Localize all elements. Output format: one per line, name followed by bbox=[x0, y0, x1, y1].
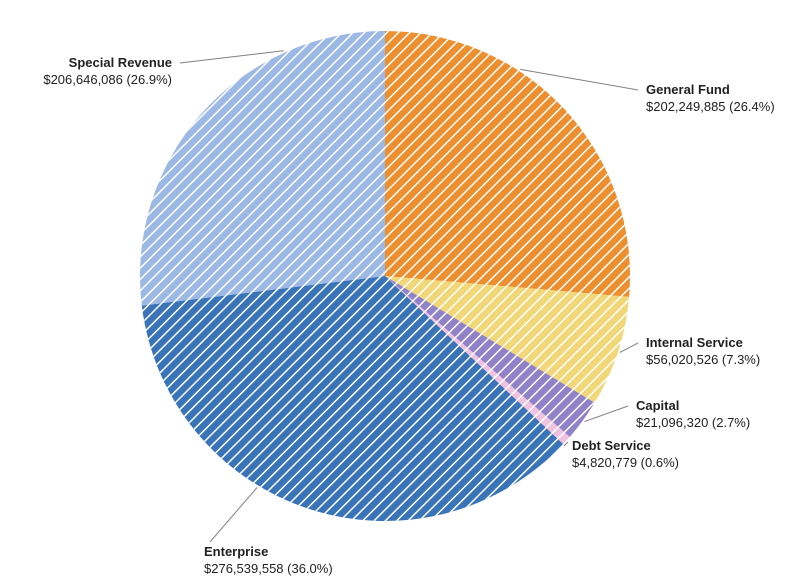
slice-label-value: $56,020,526 (7.3%) bbox=[646, 352, 760, 369]
slice-label-value: $21,096,320 (2.7%) bbox=[636, 415, 750, 432]
slice-label-name: Internal Service bbox=[646, 335, 760, 352]
slice-label-name: Enterprise bbox=[204, 544, 333, 561]
slice-label-name: Capital bbox=[636, 398, 750, 415]
slice-label-value: $206,646,086 (26.9%) bbox=[43, 72, 172, 89]
slice-label-value: $276,539,558 (36.0%) bbox=[204, 561, 333, 578]
slice-label: Debt Service$4,820,779 (0.6%) bbox=[572, 438, 679, 472]
slice-label: General Fund$202,249,885 (26.4%) bbox=[646, 82, 775, 116]
slice-label: Enterprise$276,539,558 (36.0%) bbox=[204, 544, 333, 578]
slice-label-name: Special Revenue bbox=[43, 55, 172, 72]
slice-label-value: $4,820,779 (0.6%) bbox=[572, 455, 679, 472]
pie-chart: General Fund$202,249,885 (26.4%) Internal… bbox=[0, 0, 796, 586]
slice-label: Capital$21,096,320 (2.7%) bbox=[636, 398, 750, 432]
slice-label: Special Revenue$206,646,086 (26.9%) bbox=[43, 55, 172, 89]
slice-label-value: $202,249,885 (26.4%) bbox=[646, 99, 775, 116]
slice-label: Internal Service$56,020,526 (7.3%) bbox=[646, 335, 760, 369]
leader-line bbox=[620, 343, 638, 352]
pie-slice bbox=[385, 31, 630, 297]
pie-slice bbox=[140, 31, 385, 306]
slice-label-name: General Fund bbox=[646, 82, 775, 99]
slice-label-name: Debt Service bbox=[572, 438, 679, 455]
leader-line bbox=[210, 487, 257, 542]
